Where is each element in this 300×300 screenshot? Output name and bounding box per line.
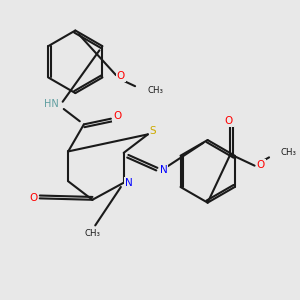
- Text: N: N: [125, 178, 133, 188]
- Text: HN: HN: [44, 100, 58, 110]
- Text: CH₃: CH₃: [84, 229, 101, 238]
- Text: O: O: [29, 194, 38, 203]
- Text: O: O: [113, 111, 121, 121]
- Text: N: N: [160, 165, 167, 175]
- Text: O: O: [257, 160, 265, 170]
- Text: CH₃: CH₃: [281, 148, 297, 157]
- Text: S: S: [150, 126, 156, 136]
- Text: CH₃: CH₃: [147, 86, 163, 95]
- Text: O: O: [117, 71, 125, 81]
- Text: O: O: [225, 116, 233, 126]
